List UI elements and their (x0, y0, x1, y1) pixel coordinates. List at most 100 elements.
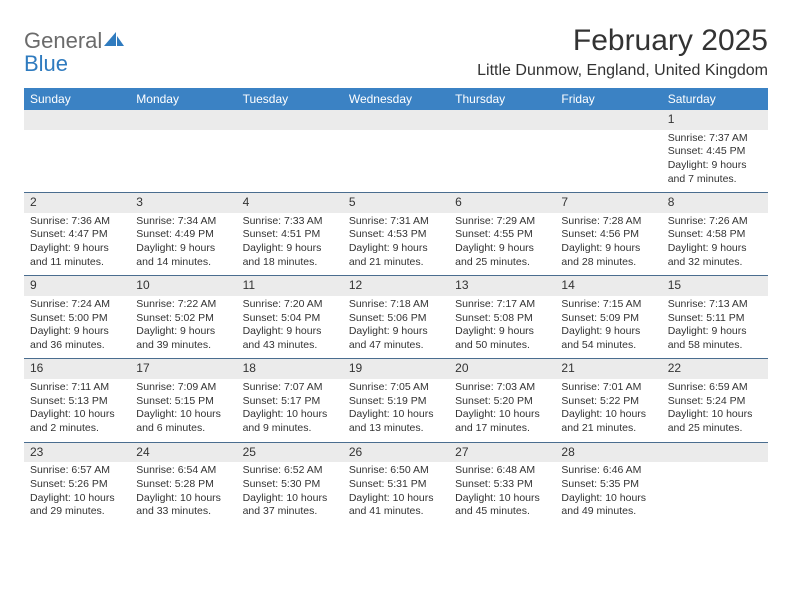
daylight-text-1: Daylight: 10 hours (30, 492, 124, 506)
day-number-empty (449, 110, 555, 130)
day-number: 9 (24, 276, 130, 296)
calendar-cell: 27Sunrise: 6:48 AMSunset: 5:33 PMDayligh… (449, 443, 555, 525)
day-details: Sunrise: 7:29 AMSunset: 4:55 PMDaylight:… (449, 213, 555, 276)
daylight-text-2: and 11 minutes. (30, 256, 124, 270)
day-number: 19 (343, 359, 449, 379)
daylight-text-2: and 21 minutes. (349, 256, 443, 270)
daylight-text-2: and 54 minutes. (561, 339, 655, 353)
day-number: 27 (449, 443, 555, 463)
day-details: Sunrise: 7:34 AMSunset: 4:49 PMDaylight:… (130, 213, 236, 276)
daylight-text-2: and 25 minutes. (668, 422, 762, 436)
daylight-text-2: and 41 minutes. (349, 505, 443, 519)
day-number: 5 (343, 193, 449, 213)
calendar-cell: 7Sunrise: 7:28 AMSunset: 4:56 PMDaylight… (555, 193, 661, 275)
day-number: 7 (555, 193, 661, 213)
calendar-cell: 14Sunrise: 7:15 AMSunset: 5:09 PMDayligh… (555, 276, 661, 358)
day-details: Sunrise: 7:22 AMSunset: 5:02 PMDaylight:… (130, 296, 236, 359)
sunset-text: Sunset: 5:31 PM (349, 478, 443, 492)
day-details: Sunrise: 7:13 AMSunset: 5:11 PMDaylight:… (662, 296, 768, 359)
sunset-text: Sunset: 5:11 PM (668, 312, 762, 326)
sunrise-text: Sunrise: 7:33 AM (243, 215, 337, 229)
sunset-text: Sunset: 5:24 PM (668, 395, 762, 409)
title-block: February 2025 Little Dunmow, England, Un… (477, 24, 768, 80)
sunset-text: Sunset: 5:20 PM (455, 395, 549, 409)
day-details: Sunrise: 7:09 AMSunset: 5:15 PMDaylight:… (130, 379, 236, 442)
day-header-tuesday: Tuesday (237, 88, 343, 110)
daylight-text-2: and 47 minutes. (349, 339, 443, 353)
sunrise-text: Sunrise: 7:13 AM (668, 298, 762, 312)
daylight-text-2: and 29 minutes. (30, 505, 124, 519)
day-header-row: Sunday Monday Tuesday Wednesday Thursday… (24, 88, 768, 110)
calendar-cell: 25Sunrise: 6:52 AMSunset: 5:30 PMDayligh… (237, 443, 343, 525)
day-number: 3 (130, 193, 236, 213)
day-details: Sunrise: 7:05 AMSunset: 5:19 PMDaylight:… (343, 379, 449, 442)
day-details: Sunrise: 7:17 AMSunset: 5:08 PMDaylight:… (449, 296, 555, 359)
daylight-text-1: Daylight: 10 hours (455, 492, 549, 506)
day-number: 8 (662, 193, 768, 213)
calendar-cell: 1Sunrise: 7:37 AMSunset: 4:45 PMDaylight… (662, 110, 768, 192)
daylight-text-1: Daylight: 10 hours (561, 492, 655, 506)
calendar-cell: 11Sunrise: 7:20 AMSunset: 5:04 PMDayligh… (237, 276, 343, 358)
calendar-cell: 23Sunrise: 6:57 AMSunset: 5:26 PMDayligh… (24, 443, 130, 525)
day-number: 1 (662, 110, 768, 130)
calendar-cell: 13Sunrise: 7:17 AMSunset: 5:08 PMDayligh… (449, 276, 555, 358)
calendar-cell: 8Sunrise: 7:26 AMSunset: 4:58 PMDaylight… (662, 193, 768, 275)
day-details: Sunrise: 7:20 AMSunset: 5:04 PMDaylight:… (237, 296, 343, 359)
calendar-cell: 9Sunrise: 7:24 AMSunset: 5:00 PMDaylight… (24, 276, 130, 358)
day-number-empty (237, 110, 343, 130)
calendar-cell: 10Sunrise: 7:22 AMSunset: 5:02 PMDayligh… (130, 276, 236, 358)
calendar: Sunday Monday Tuesday Wednesday Thursday… (24, 88, 768, 525)
daylight-text-2: and 50 minutes. (455, 339, 549, 353)
daylight-text-1: Daylight: 9 hours (349, 325, 443, 339)
calendar-cell-empty (237, 110, 343, 192)
day-number: 17 (130, 359, 236, 379)
sunset-text: Sunset: 4:58 PM (668, 228, 762, 242)
day-details: Sunrise: 6:48 AMSunset: 5:33 PMDaylight:… (449, 462, 555, 525)
daylight-text-2: and 33 minutes. (136, 505, 230, 519)
sunset-text: Sunset: 5:28 PM (136, 478, 230, 492)
day-details: Sunrise: 7:28 AMSunset: 4:56 PMDaylight:… (555, 213, 661, 276)
calendar-week: 1Sunrise: 7:37 AMSunset: 4:45 PMDaylight… (24, 110, 768, 193)
sunset-text: Sunset: 5:33 PM (455, 478, 549, 492)
daylight-text-1: Daylight: 9 hours (455, 325, 549, 339)
day-header-friday: Friday (555, 88, 661, 110)
sunset-text: Sunset: 5:30 PM (243, 478, 337, 492)
sunset-text: Sunset: 4:53 PM (349, 228, 443, 242)
sunrise-text: Sunrise: 7:31 AM (349, 215, 443, 229)
sunset-text: Sunset: 5:00 PM (30, 312, 124, 326)
daylight-text-2: and 49 minutes. (561, 505, 655, 519)
daylight-text-2: and 21 minutes. (561, 422, 655, 436)
page-header: General Blue February 2025 Little Dunmow… (24, 24, 768, 80)
day-details: Sunrise: 7:15 AMSunset: 5:09 PMDaylight:… (555, 296, 661, 359)
day-details: Sunrise: 7:01 AMSunset: 5:22 PMDaylight:… (555, 379, 661, 442)
daylight-text-1: Daylight: 9 hours (668, 242, 762, 256)
daylight-text-2: and 9 minutes. (243, 422, 337, 436)
sunrise-text: Sunrise: 7:05 AM (349, 381, 443, 395)
daylight-text-1: Daylight: 10 hours (455, 408, 549, 422)
daylight-text-1: Daylight: 9 hours (136, 242, 230, 256)
calendar-week: 23Sunrise: 6:57 AMSunset: 5:26 PMDayligh… (24, 443, 768, 525)
logo-sail-icon (104, 30, 124, 51)
calendar-cell-empty (24, 110, 130, 192)
sunrise-text: Sunrise: 6:48 AM (455, 464, 549, 478)
day-details: Sunrise: 7:26 AMSunset: 4:58 PMDaylight:… (662, 213, 768, 276)
sunrise-text: Sunrise: 7:37 AM (668, 132, 762, 146)
daylight-text-1: Daylight: 9 hours (561, 325, 655, 339)
day-number-empty (24, 110, 130, 130)
daylight-text-1: Daylight: 10 hours (243, 408, 337, 422)
sunrise-text: Sunrise: 6:50 AM (349, 464, 443, 478)
calendar-week: 16Sunrise: 7:11 AMSunset: 5:13 PMDayligh… (24, 359, 768, 442)
day-number: 28 (555, 443, 661, 463)
sunrise-text: Sunrise: 6:52 AM (243, 464, 337, 478)
day-number-empty (130, 110, 236, 130)
daylight-text-1: Daylight: 9 hours (668, 159, 762, 173)
day-number: 24 (130, 443, 236, 463)
sunset-text: Sunset: 5:13 PM (30, 395, 124, 409)
logo-text-general: General (24, 28, 102, 53)
sunrise-text: Sunrise: 7:09 AM (136, 381, 230, 395)
sunset-text: Sunset: 4:47 PM (30, 228, 124, 242)
day-number: 2 (24, 193, 130, 213)
day-details: Sunrise: 7:33 AMSunset: 4:51 PMDaylight:… (237, 213, 343, 276)
sunrise-text: Sunrise: 7:01 AM (561, 381, 655, 395)
daylight-text-2: and 7 minutes. (668, 173, 762, 187)
